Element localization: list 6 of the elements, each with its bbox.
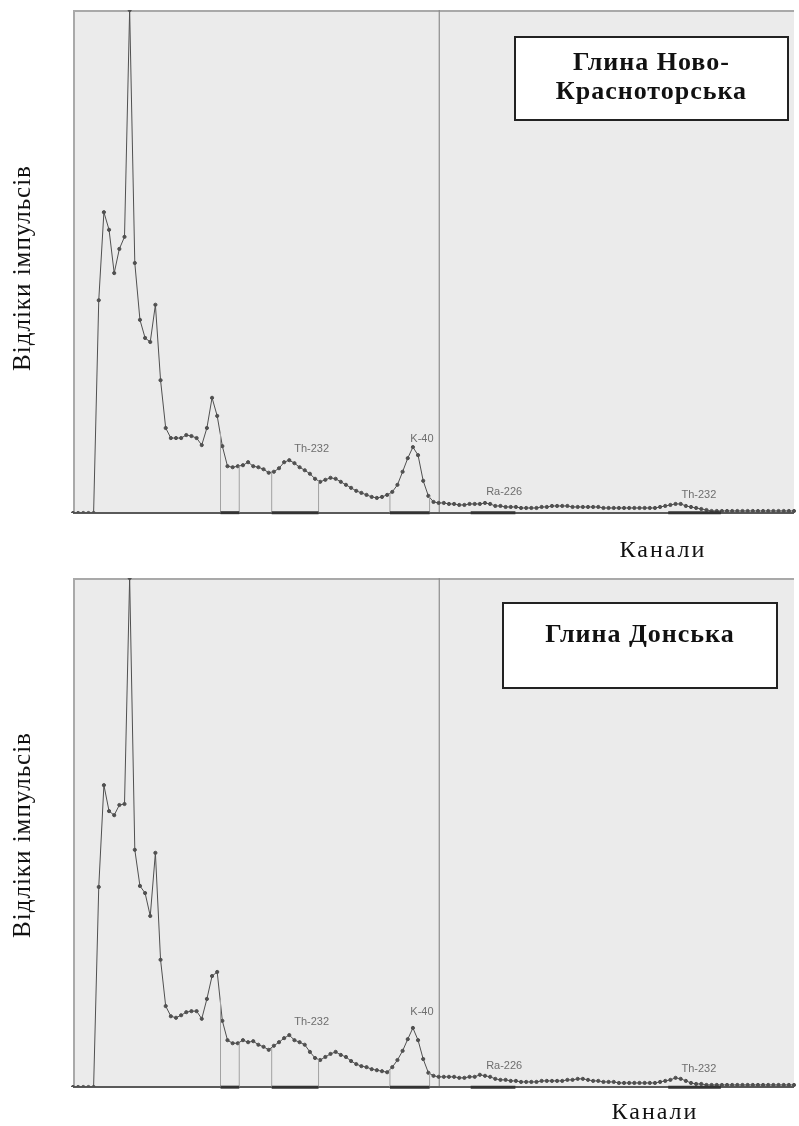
y-axis-title: Відліки імпульсів [8,732,36,938]
title-box: Глина Донська [502,602,778,689]
title-box: Глина Ново-Красноторська [514,36,789,121]
x-axis-title: Канали [611,1097,699,1125]
y-axis-title: Відліки імпульсів [8,165,36,371]
x-axis-title: Канали [619,535,707,563]
